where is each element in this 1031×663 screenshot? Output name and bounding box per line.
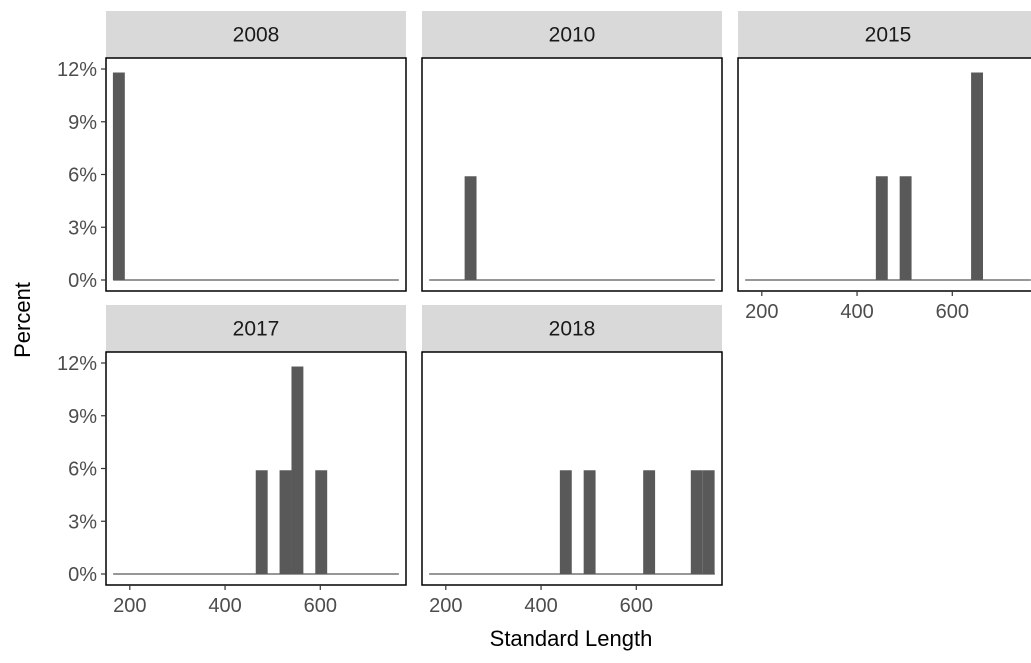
y-tick-label: 0%	[68, 564, 97, 586]
facet-panel-2017: 2017 0% 3% 6% 9% 12% 200 400 600	[57, 305, 406, 617]
x-tick-label: 400	[840, 301, 873, 323]
facet-panel-2015: 2015 200 400 600	[738, 11, 1031, 323]
x-tick-label: 600	[304, 595, 337, 617]
panel-background	[106, 58, 406, 291]
facet-strip-label: 2010	[549, 24, 596, 47]
x-tick-label: 200	[113, 595, 146, 617]
panel-background	[422, 352, 722, 585]
histogram-bar	[900, 176, 912, 280]
histogram-bar	[643, 470, 655, 574]
histogram-bar	[465, 176, 477, 280]
histogram-bar	[256, 470, 268, 574]
facet-strip-label: 2017	[233, 318, 280, 341]
x-axis-title: Standard Length	[490, 626, 653, 651]
histogram-bar	[560, 470, 572, 574]
y-tick-label: 0%	[68, 270, 97, 292]
y-tick-label: 3%	[68, 217, 97, 239]
x-tick-label: 400	[524, 595, 557, 617]
facet-strip-label: 2018	[549, 318, 596, 341]
y-axis-title: Percent	[10, 282, 35, 358]
x-tick-label: 600	[620, 595, 653, 617]
x-tick-label: 400	[208, 595, 241, 617]
y-tick-label: 9%	[68, 406, 97, 428]
facet-strip-label: 2015	[865, 24, 912, 47]
histogram-bar	[315, 470, 327, 574]
y-tick-label: 12%	[57, 353, 97, 375]
y-tick-label: 6%	[68, 165, 97, 187]
facet-strip-label: 2008	[233, 24, 280, 47]
histogram-bar	[291, 367, 303, 574]
histogram-bar	[691, 470, 703, 574]
facet-panel-2008: 2008 0% 3% 6% 9% 12%	[57, 11, 406, 292]
histogram-bar	[703, 470, 715, 574]
histogram-bar	[280, 470, 292, 574]
panels-layer: 2008 0% 3% 6% 9% 12% 2010 2015 200 400 600 2017 0% 3%…	[57, 11, 1031, 617]
x-tick-label: 200	[429, 595, 462, 617]
histogram-bar	[971, 73, 983, 280]
y-tick-label: 3%	[68, 511, 97, 533]
y-tick-label: 9%	[68, 112, 97, 134]
y-tick-label: 12%	[57, 59, 97, 81]
facet-panel-2010: 2010	[422, 11, 722, 291]
y-tick-label: 6%	[68, 459, 97, 481]
x-tick-label: 600	[936, 301, 969, 323]
x-tick-label: 200	[745, 301, 778, 323]
histogram-bar	[876, 176, 888, 280]
facet-panel-2018: 2018 200 400 600	[422, 305, 722, 617]
histogram-bar	[113, 73, 125, 280]
histogram-bar	[584, 470, 596, 574]
